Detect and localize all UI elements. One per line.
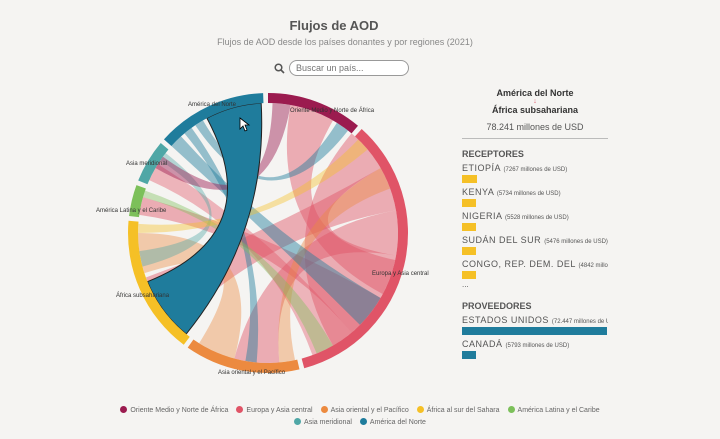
group-arc: [128, 220, 190, 345]
search-box: [274, 60, 409, 76]
chord-ribbon: [139, 197, 381, 333]
legend-label: Oriente Medio y Norte de África: [130, 407, 229, 414]
arc-label: América del Norte: [188, 102, 237, 108]
country-name: SUDÁN DEL SUR: [462, 235, 542, 245]
value-bar: [462, 247, 476, 255]
legend-dot-icon: [416, 406, 424, 413]
chord-ribbon: [286, 104, 396, 295]
search-icon: [274, 62, 285, 74]
legend-dot-icon: [507, 406, 515, 413]
more-ellipsis: ...: [462, 280, 469, 289]
value-bar: [462, 223, 476, 231]
chord-diagram: Oriente Medio y Norte de África Europa y …: [96, 93, 429, 376]
arc-label: África subsahariana: [116, 292, 170, 299]
flow-total: 78.241 millones de USD: [486, 122, 584, 132]
legend-dot-icon: [320, 406, 328, 413]
value-bar: [462, 351, 476, 359]
chart-title: Flujos de AOD: [289, 18, 379, 33]
chord-ribbon: [149, 164, 352, 356]
legend-label: África al sur del Sahara: [426, 407, 500, 414]
group-arc: [301, 128, 408, 369]
arc-label: América Latina y el Caribe: [96, 208, 167, 214]
legend-item[interactable]: Asia oriental y el Pacífico: [320, 405, 409, 417]
value-bar: [462, 175, 477, 183]
legend-item[interactable]: América Latina y el Caribe: [507, 405, 600, 417]
country-name: ESTADOS UNIDOS: [462, 315, 549, 325]
chord-ribbon: [304, 133, 397, 346]
detail-panel: América del Norte ↓ África subsahariana …: [462, 88, 608, 359]
legend-dot-icon: [294, 418, 302, 425]
chart-subtitle: Flujos de AOD desde los países donantes …: [217, 37, 473, 47]
list-item[interactable]: SUDÁN DEL SUR (5476 millones de USD): [462, 235, 608, 245]
arc-label: Asia meridional: [126, 161, 167, 167]
country-value: (5528 millones de USD): [505, 215, 569, 221]
value-bar: [462, 327, 607, 335]
cursor-icon: [239, 117, 251, 132]
legend-item[interactable]: Oriente Medio y Norte de África: [120, 405, 228, 417]
to-region: África subsahariana: [491, 105, 579, 115]
chord-ribbon: [155, 103, 291, 190]
group-arc: [138, 143, 169, 185]
chord-ribbon: [139, 152, 212, 267]
legend-dot-icon: [359, 418, 367, 425]
chord-ribbon: [184, 127, 259, 363]
country-name: ETIOPÍA: [462, 163, 501, 173]
legend-item[interactable]: África al sur del Sahara: [416, 405, 500, 417]
legend-item[interactable]: Europa y Asia central: [236, 405, 313, 417]
chord-ribbon: [278, 168, 391, 363]
list-item[interactable]: CANADÁ (5793 millones de USD): [462, 339, 608, 349]
value-bar: [462, 271, 476, 279]
arc-label: Oriente Medio y Norte de África: [290, 107, 375, 114]
legend-dot-icon: [120, 406, 128, 413]
list-item[interactable]: ESTADOS UNIDOS (72.447 millones de USD): [462, 315, 608, 325]
country-value: (5793 millones de USD): [505, 343, 570, 349]
country-value: (7267 millones de USD): [503, 167, 568, 173]
value-bar: [462, 199, 476, 207]
group-arc: [187, 339, 300, 373]
country-value: (72.447 millones de USD): [551, 319, 608, 325]
chord-ribbon: [234, 210, 398, 363]
list-item[interactable]: ETIOPÍA (7267 millones de USD): [462, 163, 608, 173]
country-value: (5734 millones de USD): [496, 191, 561, 197]
legend-item[interactable]: América del Norte: [359, 417, 426, 429]
legend-label: América del Norte: [369, 419, 426, 426]
chord-ribbon: [171, 136, 381, 325]
group-arc: [268, 93, 358, 134]
proveedores-heading: PROVEEDORES: [462, 301, 532, 311]
legend-label: Europa y Asia central: [246, 407, 313, 414]
from-region: América del Norte: [496, 88, 574, 98]
receptores-heading: RECEPTORES: [462, 149, 524, 159]
country-name: CANADÁ: [462, 339, 503, 349]
group-arc: [163, 93, 264, 147]
arc-label: Europa y Asia central: [372, 271, 429, 277]
legend-label: Asia meridional: [304, 419, 352, 426]
arc-label: Asia oriental y el Pacífico: [218, 370, 286, 376]
group-arc: [129, 185, 146, 218]
country-name: NIGERIA: [462, 211, 503, 221]
country-value: (5476 millones de USD): [544, 239, 608, 245]
legend-label: América Latina y el Caribe: [517, 407, 600, 414]
search-input[interactable]: [289, 60, 409, 76]
list-item[interactable]: NIGERIA (5528 millones de USD): [462, 211, 608, 221]
chord-ribbon: [143, 190, 333, 354]
country-name: CONGO, REP. DEM. DEL: [462, 259, 576, 269]
legend-label: Asia oriental y el Pacífico: [330, 407, 409, 414]
country-name: KENYA: [462, 187, 494, 197]
list-item[interactable]: CONGO, REP. DEM. DEL (4842 millones de U…: [462, 259, 608, 269]
arrow-icon: ↓: [533, 98, 537, 105]
list-item[interactable]: KENYA (5734 millones de USD): [462, 187, 608, 197]
legend-dot-icon: [236, 406, 244, 413]
legend: Oriente Medio y Norte de África Europa y …: [90, 405, 630, 429]
legend-item[interactable]: Asia meridional: [294, 417, 352, 429]
chord-ribbon: [138, 139, 368, 233]
country-value: (4842 millones de USD): [578, 263, 608, 269]
